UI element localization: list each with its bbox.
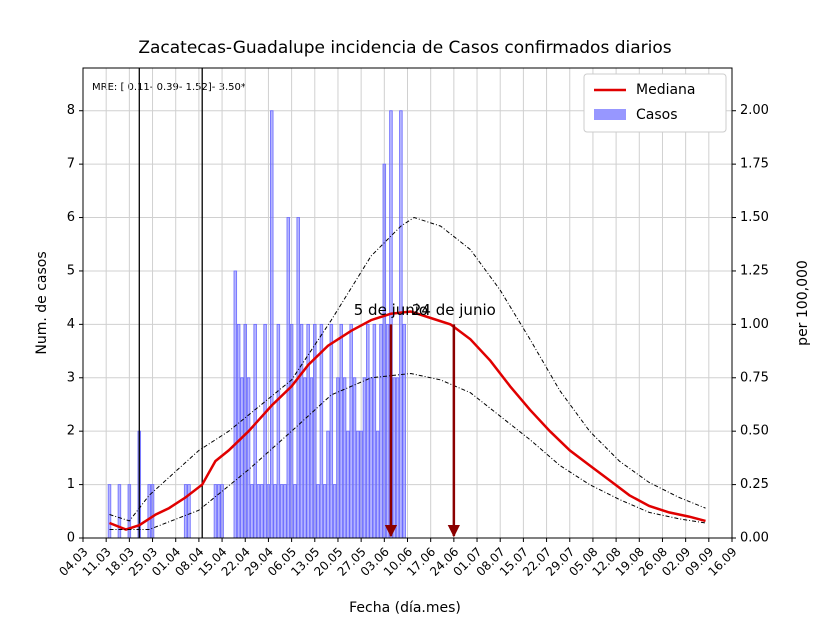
bar [329, 323, 334, 539]
bar [375, 430, 380, 539]
bar [246, 377, 251, 539]
y-tick-label: 1 [67, 477, 75, 492]
y-tick-label: 3 [67, 370, 75, 385]
bar [220, 484, 224, 539]
bar [256, 484, 261, 539]
bar [309, 377, 314, 539]
bar [366, 323, 370, 539]
bar [243, 323, 247, 539]
bar [263, 323, 267, 539]
y-tick-label: 4 [67, 317, 75, 332]
bar [372, 323, 377, 539]
bar [339, 323, 343, 539]
bar [322, 484, 327, 539]
y-tick-label: 7 [67, 157, 75, 172]
x-axis-label: Fecha (día.mes) [349, 600, 461, 616]
legend-patch [594, 109, 626, 120]
bar [270, 110, 274, 539]
legend-label: Mediana [636, 82, 696, 98]
annotation: 24 de junio [412, 301, 496, 319]
bar [392, 377, 396, 539]
bar [236, 323, 241, 539]
bar [399, 110, 403, 539]
bar [253, 323, 257, 539]
bar [286, 217, 291, 539]
annotation: 5 de junio [354, 301, 428, 319]
bar [266, 484, 271, 539]
bar [316, 484, 320, 539]
bar [233, 270, 238, 539]
y2-tick-label: 1.00 [740, 317, 769, 332]
bar [395, 377, 400, 539]
plot-frame [82, 67, 733, 539]
bar [359, 430, 363, 539]
bar [289, 323, 294, 539]
bar [332, 484, 337, 539]
y-axis-label: Num. de casos [34, 251, 50, 354]
y2-tick-label: 1.25 [740, 263, 769, 278]
y-tick-label: 0 [67, 531, 75, 546]
bar [402, 323, 406, 539]
bar [279, 484, 284, 539]
y2-axis-label: per 100,000 [795, 260, 811, 346]
y-tick-label: 5 [67, 263, 75, 278]
bar [273, 484, 277, 539]
y-tick-label: 8 [67, 103, 75, 118]
bar [183, 484, 188, 539]
bar [342, 377, 347, 539]
bar [303, 377, 307, 539]
line [109, 216, 706, 522]
bar [379, 323, 383, 539]
chart-title: Zacatecas-Guadalupe incidencia de Casos … [138, 38, 671, 58]
bar [250, 484, 254, 539]
bar [299, 323, 304, 539]
bar [352, 377, 357, 539]
bar [356, 430, 360, 539]
bar [260, 484, 264, 539]
bar [240, 377, 244, 539]
y2-tick-label: 0.25 [740, 477, 769, 492]
bar [362, 377, 367, 539]
y-tick-label: 6 [67, 210, 75, 225]
y-tick-label: 2 [67, 424, 75, 439]
bar [213, 484, 218, 539]
line [109, 310, 706, 531]
bar [283, 484, 287, 539]
line [109, 372, 706, 530]
y2-tick-label: 0.75 [740, 370, 769, 385]
bar [382, 163, 387, 539]
bar [346, 430, 350, 539]
bar [306, 323, 310, 539]
bar [293, 484, 297, 539]
note: MRE: [ 0.11- 0.39- 1.52]- 3.50* [92, 82, 246, 93]
bar [369, 377, 373, 539]
bar [326, 430, 330, 539]
legend-label: Casos [636, 107, 678, 123]
bar [276, 323, 281, 539]
bar [319, 323, 324, 539]
y2-tick-label: 1.75 [740, 157, 769, 172]
bar [336, 377, 340, 539]
y2-tick-label: 0.50 [740, 424, 769, 439]
y2-tick-label: 0.00 [740, 531, 769, 546]
bar [349, 323, 353, 539]
y2-tick-label: 2.00 [740, 103, 769, 118]
bar [385, 323, 390, 539]
y2-tick-label: 1.50 [740, 210, 769, 225]
